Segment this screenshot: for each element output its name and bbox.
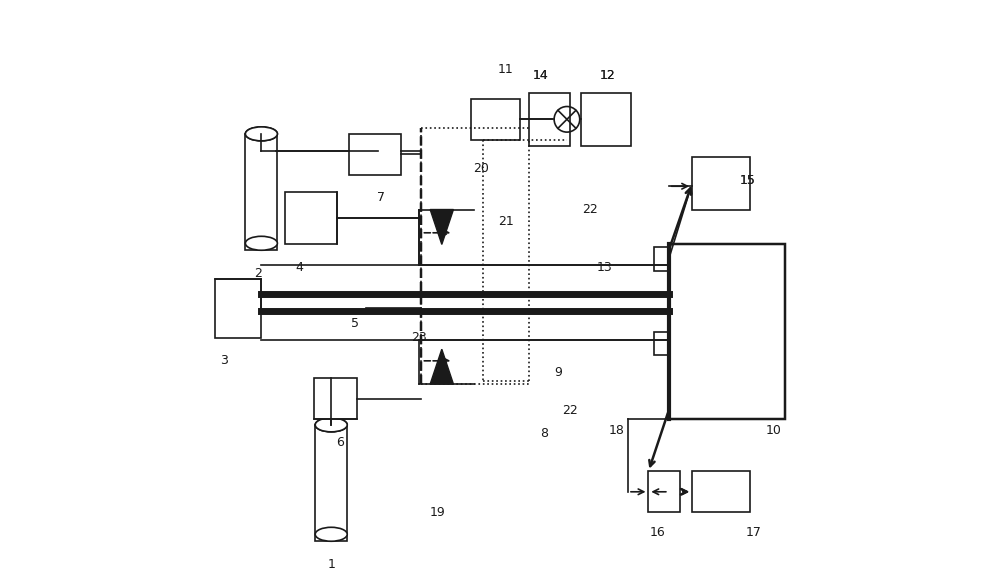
Text: 8: 8 [540, 427, 548, 440]
Bar [349, 134, 401, 175]
Text: 16: 16 [649, 526, 665, 539]
Text: 3: 3 [220, 354, 227, 367]
Bar [648, 471, 680, 512]
Text: 6: 6 [336, 436, 344, 449]
Text: 2: 2 [255, 267, 262, 280]
Bar [669, 244, 785, 419]
Ellipse shape [315, 418, 347, 432]
Ellipse shape [315, 418, 347, 432]
Bar [215, 279, 261, 338]
Bar [529, 93, 570, 146]
Bar [692, 471, 750, 512]
Text: 15: 15 [739, 174, 755, 187]
Text: 12: 12 [600, 69, 616, 82]
Bar [471, 99, 520, 140]
Text: 9: 9 [554, 366, 562, 379]
Text: 22: 22 [582, 203, 598, 216]
Text: 17: 17 [745, 526, 761, 539]
Text: 14: 14 [533, 69, 549, 82]
Text: 12: 12 [600, 69, 616, 82]
Text: 10: 10 [766, 424, 781, 437]
Text: 4: 4 [295, 261, 303, 274]
Bar [314, 378, 357, 419]
Ellipse shape [245, 127, 277, 141]
Bar [692, 157, 750, 210]
Text: 11: 11 [498, 63, 514, 76]
Ellipse shape [315, 527, 347, 541]
Bar [285, 192, 337, 244]
Text: 21: 21 [498, 215, 514, 228]
Polygon shape [430, 210, 453, 244]
Text: 14: 14 [533, 69, 549, 82]
Text: 20: 20 [473, 162, 489, 175]
Bar [654, 332, 669, 355]
Bar [654, 247, 669, 271]
Polygon shape [430, 349, 453, 384]
Ellipse shape [245, 236, 277, 250]
Bar [315, 425, 347, 541]
Text: 7: 7 [377, 191, 385, 204]
Text: 5: 5 [351, 317, 358, 329]
Text: 19: 19 [430, 506, 446, 519]
Text: 22: 22 [562, 404, 578, 417]
Bar [245, 134, 277, 250]
Bar [581, 93, 631, 146]
Text: 23: 23 [411, 331, 426, 344]
Text: 13: 13 [597, 261, 613, 274]
Text: 18: 18 [608, 424, 624, 437]
Text: 15: 15 [739, 174, 755, 187]
Text: 1: 1 [327, 558, 335, 571]
Ellipse shape [245, 127, 277, 141]
